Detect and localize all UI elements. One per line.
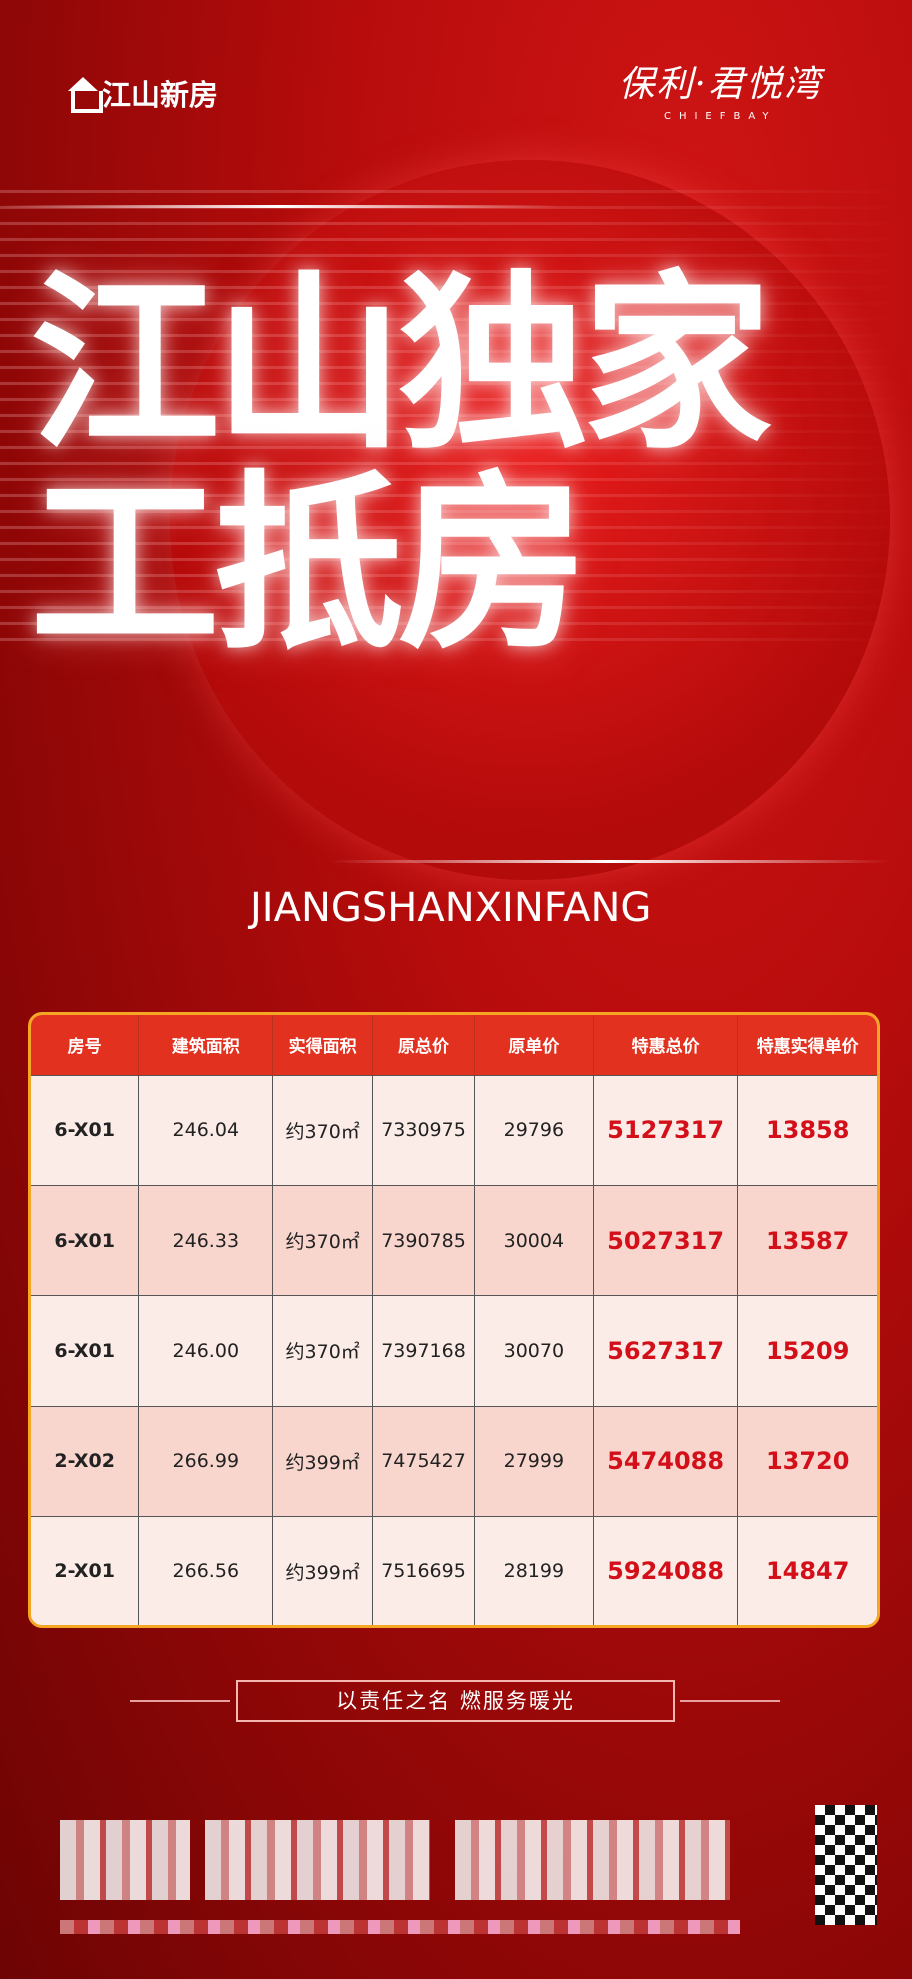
table-cell: 5924088	[593, 1516, 739, 1625]
light-line	[0, 205, 560, 208]
poly-chiefbay-logo: 保利·君悦湾 CHIEFBAY	[619, 55, 822, 122]
table-cell: 246.04	[138, 1074, 274, 1186]
divider	[680, 1700, 780, 1702]
table-cell: 13587	[737, 1184, 877, 1296]
house-icon	[68, 77, 103, 113]
table-cell: 7330975	[372, 1074, 475, 1186]
table-cell: 约370㎡	[272, 1295, 374, 1407]
pixelated-text	[60, 1920, 740, 1934]
logo-en: CHIEFBAY	[663, 111, 777, 122]
column-header: 实得面积	[272, 1015, 374, 1075]
table-cell: 15209	[737, 1295, 877, 1407]
table-cell: 约370㎡	[272, 1074, 374, 1186]
column-header: 原总价	[372, 1015, 475, 1075]
table-cell: 6-X01	[31, 1074, 140, 1186]
table-cell: 266.99	[138, 1405, 274, 1517]
table-row: 6-X01 246.00 约370㎡ 7397168 30070 5627317 15209	[31, 1295, 877, 1407]
slogan: 以责任之名 燃服务暖光	[236, 1680, 675, 1722]
table-row: 6-X01 246.33 约370㎡ 7390785 30004 5027317 13587	[31, 1184, 877, 1296]
column-header: 特惠实得单价	[737, 1015, 877, 1075]
pixelated-contact	[455, 1820, 730, 1900]
table-cell: 6-X01	[31, 1184, 140, 1296]
table-row: 6-X01 246.04 约370㎡ 7330975 29796 5127317 13858	[31, 1074, 877, 1186]
logo-text: 江山新房	[102, 78, 219, 112]
column-header: 房号	[31, 1015, 140, 1075]
table-cell: 2-X01	[31, 1516, 140, 1625]
price-table: 房号 建筑面积 实得面积 原总价 原单价 特惠总价 特惠实得单价 6-X01 246.04 约3…	[28, 1012, 880, 1628]
table-cell: 27999	[474, 1405, 594, 1517]
table-cell: 30070	[474, 1295, 594, 1407]
pixelated-contact	[205, 1820, 430, 1900]
table-cell: 约399㎡	[272, 1516, 374, 1625]
table-cell: 7397168	[372, 1295, 475, 1407]
table-cell: 266.56	[138, 1516, 274, 1625]
headline-line2: 工抵房	[30, 454, 588, 675]
table-row: 2-X02 266.99 约399㎡ 7475427 27999 5474088 13720	[31, 1405, 877, 1517]
table-cell: 29796	[474, 1074, 594, 1186]
table-cell: 约370㎡	[272, 1184, 374, 1296]
table-cell: 13720	[737, 1405, 877, 1517]
table-cell: 约399㎡	[272, 1405, 374, 1517]
table-cell: 5027317	[593, 1184, 739, 1296]
qr-code[interactable]	[815, 1805, 877, 1925]
table-cell: 28199	[474, 1516, 594, 1625]
subtitle: JIANGSHANXINFANG	[250, 885, 652, 931]
table-cell: 13858	[737, 1074, 877, 1186]
table-cell: 5127317	[593, 1074, 739, 1186]
table-cell: 7390785	[372, 1184, 475, 1296]
table-cell: 246.33	[138, 1184, 274, 1296]
table-cell: 7475427	[372, 1405, 475, 1517]
headline-line1: 江山独家	[30, 254, 772, 475]
jiangshan-logo: 江山新房	[68, 72, 218, 114]
table-cell: 246.00	[138, 1295, 274, 1407]
column-header: 建筑面积	[138, 1015, 274, 1075]
light-line	[330, 860, 890, 863]
divider	[130, 1700, 230, 1702]
table-cell: 7516695	[372, 1516, 475, 1625]
table-cell: 6-X01	[31, 1295, 140, 1407]
table-cell: 5474088	[593, 1405, 739, 1517]
decorative-stripes	[0, 190, 912, 650]
table-cell: 5627317	[593, 1295, 739, 1407]
column-header: 原单价	[474, 1015, 594, 1075]
pixelated-contact	[60, 1820, 190, 1900]
table-cell: 14847	[737, 1516, 877, 1625]
table-row: 2-X01 266.56 约399㎡ 7516695 28199 5924088 14847	[31, 1516, 877, 1625]
table-cell: 30004	[474, 1184, 594, 1296]
logo-cn: 保利·君悦湾	[618, 64, 822, 105]
table-cell: 2-X02	[31, 1405, 140, 1517]
column-header: 特惠总价	[593, 1015, 739, 1075]
decorative-circle	[170, 160, 890, 880]
